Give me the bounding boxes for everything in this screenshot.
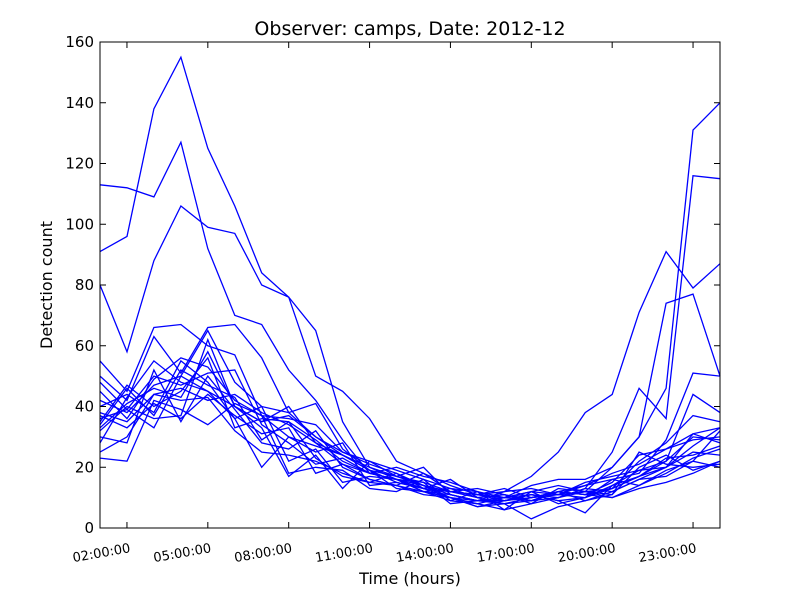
series-layer	[99, 55, 721, 520]
y-tick-label: 0	[84, 519, 94, 537]
y-tick-label: 160	[65, 33, 94, 51]
y-axis-label: Detection count	[37, 221, 56, 349]
y-tick-label: 60	[75, 337, 94, 355]
y-tick-label: 120	[65, 155, 94, 173]
series-line-14	[99, 399, 721, 511]
chart-title: Observer: camps, Date: 2012-12	[254, 18, 565, 40]
series-line-5	[99, 293, 721, 499]
y-tick-label: 140	[65, 94, 94, 112]
plot-area-background	[100, 42, 720, 528]
y-tick-label: 100	[65, 215, 94, 233]
series-line-18	[99, 369, 721, 502]
x-axis-label: Time (hours)	[358, 569, 461, 588]
y-tick-label: 40	[75, 398, 94, 416]
y-tick-label: 80	[75, 276, 94, 294]
series-line-20	[99, 369, 721, 505]
y-tick-label: 20	[75, 458, 94, 476]
series-line-19	[99, 393, 721, 502]
